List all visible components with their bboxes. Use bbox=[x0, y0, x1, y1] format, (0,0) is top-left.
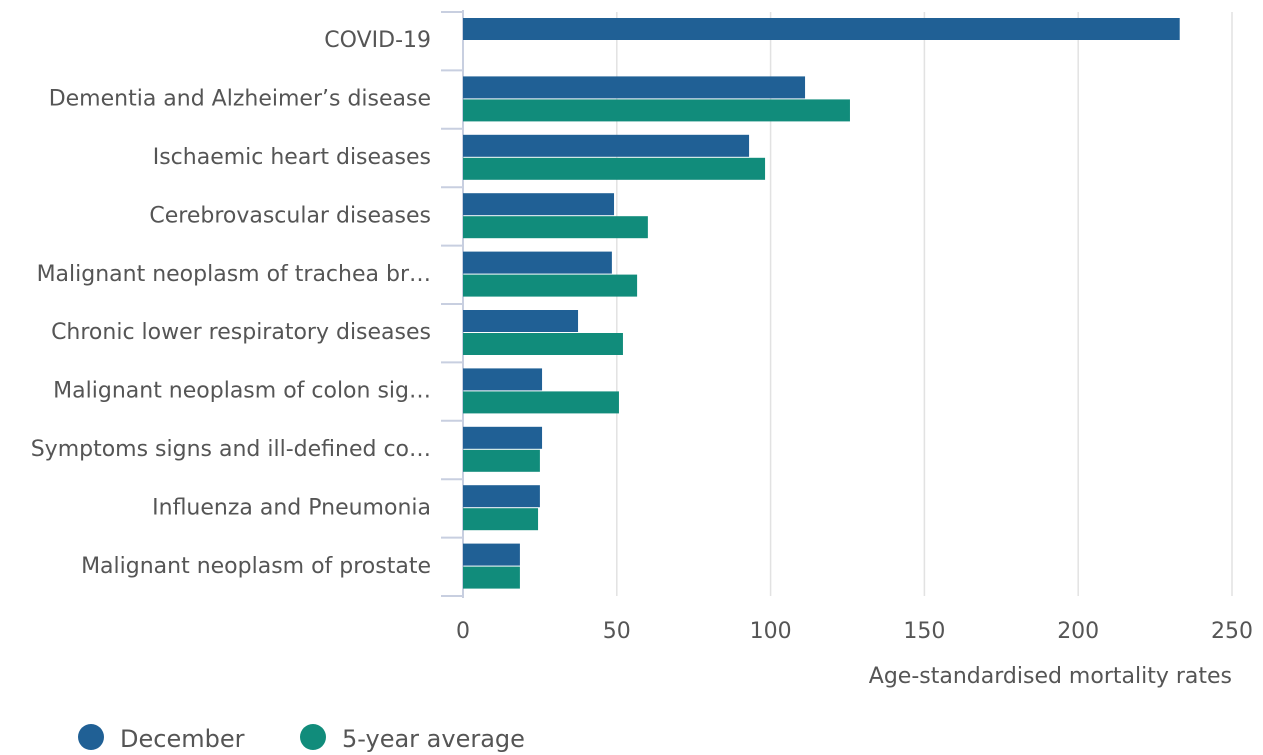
bar bbox=[463, 310, 579, 332]
bar bbox=[463, 134, 750, 157]
y-tick-label: Cerebrovascular diseases bbox=[149, 203, 431, 228]
bar bbox=[463, 274, 638, 297]
legend-label: 5-year average bbox=[342, 725, 525, 753]
x-tick-label: 150 bbox=[903, 619, 945, 644]
bar bbox=[463, 543, 520, 566]
legend-label: December bbox=[120, 725, 245, 753]
bar bbox=[463, 508, 539, 531]
bar bbox=[463, 251, 612, 274]
bar bbox=[463, 18, 1180, 40]
bar bbox=[463, 193, 615, 216]
x-axis-label: Age-standardised mortality rates bbox=[869, 664, 1232, 689]
bar bbox=[463, 76, 806, 99]
bar bbox=[463, 566, 520, 589]
y-tick-label: Chronic lower respiratory diseases bbox=[51, 320, 431, 345]
x-tick-label: 0 bbox=[456, 619, 470, 644]
y-tick-label: Influenza and Pneumonia bbox=[152, 495, 431, 520]
bar bbox=[463, 333, 623, 355]
bar bbox=[463, 449, 540, 472]
y-tick-label: Malignant neoplasm of trachea br… bbox=[37, 262, 431, 287]
y-tick-label: COVID-19 bbox=[324, 28, 431, 53]
y-tick-label: Malignant neoplasm of colon sig… bbox=[53, 379, 431, 404]
x-tick-label: 100 bbox=[750, 619, 792, 644]
y-tick-label: Malignant neoplasm of prostate bbox=[81, 554, 431, 579]
bar bbox=[463, 426, 543, 449]
bar bbox=[463, 157, 766, 180]
bar bbox=[463, 99, 850, 122]
y-tick-label: Ischaemic heart diseases bbox=[153, 145, 431, 170]
legend-marker bbox=[300, 724, 326, 750]
bar bbox=[463, 485, 540, 508]
x-tick-label: 200 bbox=[1057, 619, 1099, 644]
x-tick-label: 250 bbox=[1211, 619, 1253, 644]
x-tick-label: 50 bbox=[603, 619, 631, 644]
bar bbox=[463, 368, 543, 391]
legend-marker bbox=[78, 724, 104, 750]
y-tick-label: Symptoms signs and ill-defined co… bbox=[31, 437, 431, 462]
bar bbox=[463, 391, 619, 414]
bar bbox=[463, 216, 648, 239]
y-tick-label: Dementia and Alzheimer’s disease bbox=[49, 87, 431, 112]
